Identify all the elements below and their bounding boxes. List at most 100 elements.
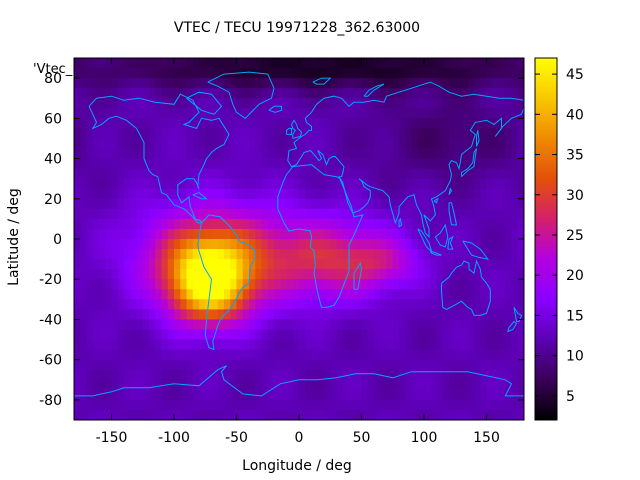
- heatmap-cell: [92, 78, 100, 89]
- heatmap-cell: [411, 208, 419, 220]
- heatmap-cell: [411, 349, 419, 361]
- heatmap-cell: [142, 108, 150, 119]
- heatmap-cell: [236, 379, 244, 391]
- heatmap-cell: [349, 369, 356, 381]
- heatmap-cell: [105, 399, 113, 411]
- heatmap-cell: [111, 58, 119, 69]
- heatmap-cell: [311, 168, 319, 180]
- heatmap-cell: [174, 359, 181, 371]
- heatmap-cell: [355, 319, 363, 331]
- heatmap-cell: [324, 58, 331, 69]
- heatmap-cell: [305, 249, 313, 260]
- heatmap-cell: [80, 309, 88, 321]
- heatmap-cell: [167, 269, 175, 280]
- heatmap-cell: [224, 98, 231, 109]
- heatmap-cell: [186, 148, 194, 160]
- heatmap-cell: [192, 299, 200, 310]
- heatmap-cell: [361, 138, 369, 150]
- heatmap-cell: [467, 118, 475, 129]
- coastline-arabia-asia-europe: [287, 81, 524, 239]
- heatmap-cell: [199, 108, 206, 119]
- heatmap-cell: [255, 239, 263, 250]
- heatmap-cell: [405, 279, 413, 290]
- heatmap-cell: [167, 118, 175, 129]
- heatmap-cell: [361, 409, 369, 420]
- heatmap-cell: [424, 168, 431, 180]
- heatmap-cell: [417, 269, 425, 280]
- heatmap-cell: [505, 259, 513, 270]
- heatmap-cell: [199, 259, 206, 270]
- heatmap-cell: [436, 218, 444, 230]
- heatmap-cell: [180, 218, 188, 230]
- heatmap-cell: [424, 228, 431, 240]
- heatmap-cell: [517, 369, 524, 381]
- heatmap-cell: [230, 359, 238, 371]
- heatmap-cell: [136, 128, 144, 140]
- heatmap-cell: [86, 379, 94, 391]
- heatmap-cell: [255, 369, 263, 381]
- heatmap-cell: [230, 148, 238, 160]
- heatmap-cell: [505, 168, 513, 180]
- heatmap-cell: [417, 259, 425, 270]
- heatmap-cell: [249, 168, 256, 180]
- heatmap-cell: [474, 409, 481, 420]
- heatmap-cell: [317, 218, 325, 230]
- heatmap-cell: [130, 289, 138, 300]
- heatmap-cell: [242, 178, 250, 190]
- heatmap-cell: [199, 68, 206, 79]
- heatmap-cell: [399, 198, 406, 210]
- heatmap-cell: [249, 108, 256, 119]
- heatmap-cell: [292, 279, 300, 290]
- heatmap-cell: [199, 148, 206, 160]
- heatmap-cell: [405, 158, 413, 170]
- heatmap-cell: [467, 228, 475, 240]
- heatmap-cell: [224, 188, 231, 200]
- heatmap-cell: [374, 78, 381, 89]
- heatmap-cell: [267, 259, 275, 270]
- heatmap-cell: [392, 379, 400, 391]
- heatmap-cell: [517, 218, 524, 230]
- heatmap-cell: [361, 58, 369, 69]
- heatmap-cell: [280, 228, 288, 240]
- heatmap-cell: [180, 249, 188, 260]
- heatmap-cell: [361, 269, 369, 280]
- heatmap-cell: [367, 279, 375, 290]
- heatmap-cell: [192, 68, 200, 79]
- heatmap-cell: [480, 118, 488, 129]
- heatmap-cell: [286, 319, 294, 331]
- heatmap-cell: [211, 379, 219, 391]
- heatmap-cell: [505, 389, 513, 401]
- heatmap-cell: [505, 289, 513, 300]
- heatmap-cell: [480, 68, 488, 79]
- heatmap-cell: [267, 289, 275, 300]
- heatmap-cell: [124, 178, 131, 190]
- heatmap-cell: [180, 228, 188, 240]
- heatmap-cell: [161, 369, 169, 381]
- x-tick-label: -100: [158, 430, 190, 446]
- heatmap-cell: [417, 359, 425, 371]
- heatmap-cell: [349, 299, 356, 310]
- heatmap-cell: [199, 198, 206, 210]
- heatmap-cell: [124, 379, 131, 391]
- heatmap-cell: [467, 379, 475, 391]
- heatmap-cell: [455, 58, 463, 69]
- heatmap-cell: [111, 198, 119, 210]
- heatmap-cell: [386, 228, 394, 240]
- heatmap-cell: [99, 249, 106, 260]
- heatmap-cell: [149, 379, 156, 391]
- heatmap-cell: [86, 249, 94, 260]
- heatmap-cell: [349, 309, 356, 321]
- heatmap-cell: [255, 98, 263, 109]
- heatmap-cell: [167, 369, 175, 381]
- heatmap-cell: [192, 168, 200, 180]
- heatmap-cell: [467, 128, 475, 140]
- heatmap-cell: [155, 339, 163, 351]
- heatmap-cell: [236, 279, 244, 290]
- heatmap-cell: [86, 359, 94, 371]
- heatmap-cell: [424, 269, 431, 280]
- heatmap-cell: [505, 198, 513, 210]
- heatmap-cell: [174, 329, 181, 341]
- coastlines: [74, 71, 524, 397]
- heatmap-cell: [411, 319, 419, 331]
- heatmap-cell: [311, 409, 319, 420]
